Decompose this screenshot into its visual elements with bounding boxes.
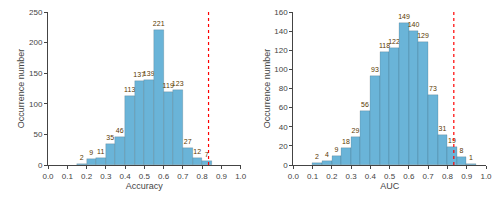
svg-text:11: 11 (97, 148, 104, 155)
svg-text:0.2: 0.2 (326, 172, 338, 181)
svg-text:20: 20 (279, 142, 288, 151)
svg-text:0.1: 0.1 (62, 172, 74, 181)
svg-text:200: 200 (29, 38, 43, 47)
svg-text:Occurrence number: Occurrence number (16, 49, 26, 129)
svg-text:7: 7 (205, 151, 209, 158)
svg-text:93: 93 (371, 66, 379, 73)
svg-text:0.0: 0.0 (42, 172, 54, 181)
svg-text:12: 12 (193, 148, 201, 155)
svg-text:0.4: 0.4 (120, 172, 132, 181)
svg-text:150: 150 (29, 69, 43, 78)
svg-text:0.1: 0.1 (307, 172, 319, 181)
svg-text:0.7: 0.7 (423, 172, 435, 181)
svg-text:2: 2 (80, 154, 84, 161)
svg-text:9: 9 (89, 149, 93, 156)
svg-text:0.3: 0.3 (100, 172, 112, 181)
svg-text:137: 137 (133, 71, 145, 78)
svg-text:1: 1 (469, 154, 473, 161)
svg-text:0.9: 0.9 (216, 172, 228, 181)
svg-text:0: 0 (38, 161, 43, 170)
svg-text:18: 18 (342, 138, 350, 145)
svg-text:100: 100 (29, 100, 43, 109)
svg-text:129: 129 (417, 32, 429, 39)
svg-text:0.8: 0.8 (442, 172, 454, 181)
svg-text:0.6: 0.6 (403, 172, 415, 181)
svg-text:Occurrence number: Occurrence number (262, 49, 272, 129)
svg-text:9: 9 (335, 146, 339, 153)
svg-text:Accuracy: Accuracy (126, 181, 164, 191)
svg-text:122: 122 (388, 38, 400, 45)
svg-text:119: 119 (163, 82, 174, 89)
svg-text:160: 160 (274, 8, 288, 17)
svg-text:50: 50 (33, 130, 42, 139)
svg-text:100: 100 (274, 65, 288, 74)
svg-text:1.0: 1.0 (235, 172, 247, 181)
svg-text:120: 120 (274, 46, 288, 55)
svg-text:AUC: AUC (380, 181, 400, 191)
svg-text:60: 60 (279, 103, 288, 112)
svg-text:4: 4 (325, 151, 329, 158)
svg-text:123: 123 (172, 80, 184, 87)
svg-text:35: 35 (106, 134, 114, 141)
svg-text:0.4: 0.4 (365, 172, 377, 181)
svg-text:221: 221 (153, 20, 165, 27)
svg-text:0.2: 0.2 (81, 172, 93, 181)
svg-text:46: 46 (116, 127, 124, 134)
svg-text:0.5: 0.5 (384, 172, 396, 181)
svg-text:0.7: 0.7 (177, 172, 189, 181)
svg-text:0.8: 0.8 (197, 172, 209, 181)
svg-text:139: 139 (143, 70, 155, 77)
svg-text:29: 29 (352, 127, 360, 134)
svg-text:73: 73 (429, 85, 437, 92)
svg-text:118: 118 (379, 42, 390, 49)
svg-text:0.5: 0.5 (139, 172, 151, 181)
svg-text:113: 113 (124, 86, 135, 93)
svg-text:140: 140 (408, 21, 420, 28)
svg-text:0.3: 0.3 (346, 172, 358, 181)
svg-text:40: 40 (279, 123, 288, 132)
svg-text:2: 2 (315, 153, 319, 160)
svg-text:1.0: 1.0 (480, 172, 492, 181)
svg-text:0.0: 0.0 (288, 172, 300, 181)
svg-text:19: 19 (448, 137, 456, 144)
svg-text:8: 8 (460, 147, 464, 154)
svg-text:0: 0 (283, 161, 288, 170)
svg-text:56: 56 (361, 101, 369, 108)
svg-text:27: 27 (184, 138, 192, 145)
svg-text:149: 149 (398, 13, 410, 20)
svg-text:80: 80 (279, 84, 288, 93)
svg-text:0.6: 0.6 (158, 172, 170, 181)
svg-text:140: 140 (274, 27, 288, 36)
svg-text:250: 250 (29, 8, 43, 17)
svg-text:31: 31 (439, 125, 447, 132)
svg-text:0.9: 0.9 (461, 172, 473, 181)
